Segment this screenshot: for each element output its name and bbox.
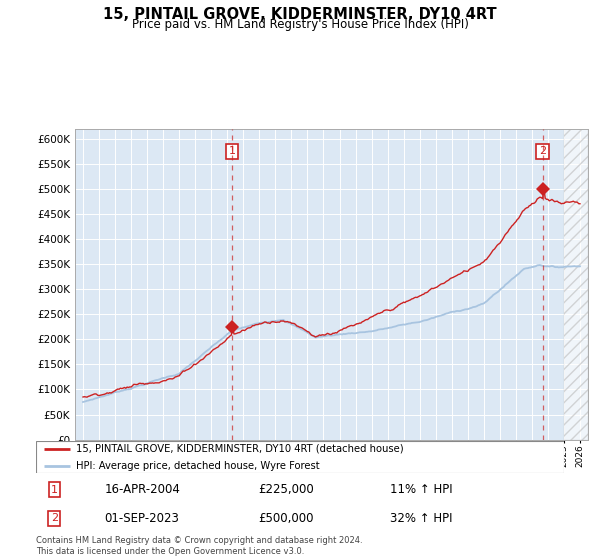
Text: 2: 2	[539, 146, 546, 156]
Text: 15, PINTAIL GROVE, KIDDERMINSTER, DY10 4RT (detached house): 15, PINTAIL GROVE, KIDDERMINSTER, DY10 4…	[76, 444, 403, 454]
Text: £225,000: £225,000	[258, 483, 314, 496]
Text: 11% ↑ HPI: 11% ↑ HPI	[390, 483, 452, 496]
Text: £500,000: £500,000	[258, 512, 313, 525]
Text: Contains HM Land Registry data © Crown copyright and database right 2024.
This d: Contains HM Land Registry data © Crown c…	[36, 536, 362, 556]
Text: 2: 2	[51, 513, 58, 523]
Text: 15, PINTAIL GROVE, KIDDERMINSTER, DY10 4RT: 15, PINTAIL GROVE, KIDDERMINSTER, DY10 4…	[103, 7, 497, 22]
Text: 32% ↑ HPI: 32% ↑ HPI	[390, 512, 452, 525]
Text: 16-APR-2004: 16-APR-2004	[104, 483, 181, 496]
Text: Price paid vs. HM Land Registry's House Price Index (HPI): Price paid vs. HM Land Registry's House …	[131, 18, 469, 31]
Text: 1: 1	[229, 146, 235, 156]
Text: 1: 1	[51, 485, 58, 495]
Text: 01-SEP-2023: 01-SEP-2023	[104, 512, 179, 525]
FancyBboxPatch shape	[36, 441, 564, 473]
Text: HPI: Average price, detached house, Wyre Forest: HPI: Average price, detached house, Wyre…	[76, 461, 319, 471]
